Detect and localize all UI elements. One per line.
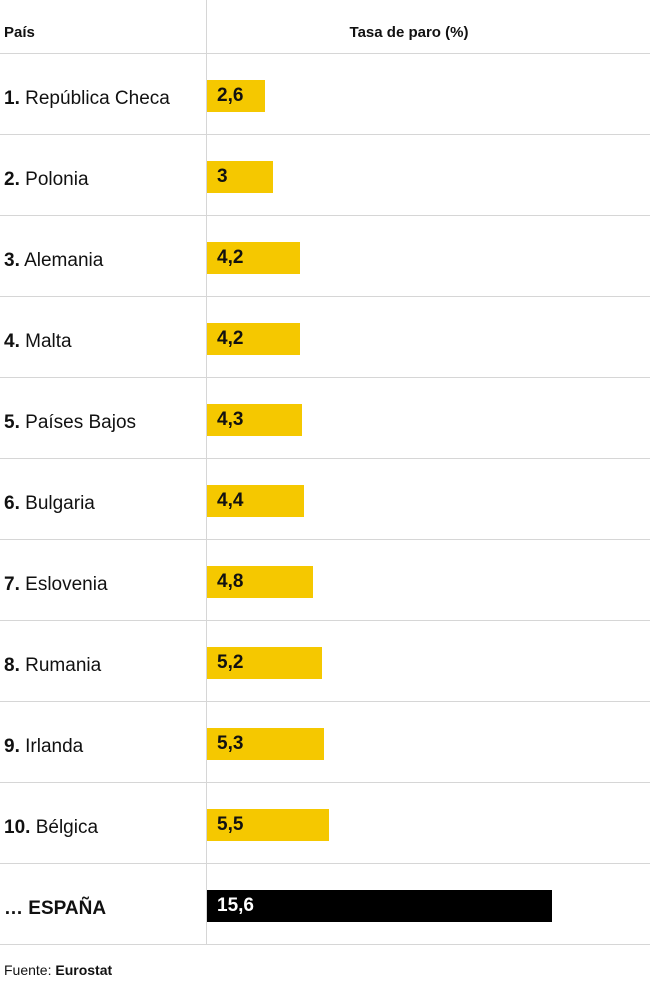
country-label: 6. Bulgaria	[4, 493, 95, 515]
unemployment-table: País Tasa de paro (%) 1. República Checa…	[0, 0, 650, 945]
country-label: 8. Rumania	[4, 655, 101, 677]
table-row: 8. Rumania 5,2	[0, 621, 650, 702]
rate-column-header: Tasa de paro (%)	[349, 24, 469, 41]
value-label: 4,2	[217, 247, 244, 268]
value-label: 4,2	[217, 328, 244, 349]
country-label: 2. Polonia	[4, 169, 89, 191]
table-header: País Tasa de paro (%)	[0, 0, 650, 54]
country-label: … ESPAÑA	[4, 898, 106, 920]
country-name: Irlanda	[25, 736, 84, 757]
value-label: 2,6	[217, 85, 244, 106]
table-row: 5. Países Bajos 4,3	[0, 378, 650, 459]
value-label: 4,8	[217, 571, 244, 592]
country-name: Malta	[25, 331, 72, 352]
bar	[207, 566, 313, 598]
value-label: 4,3	[217, 409, 244, 430]
value-label: 5,5	[217, 814, 244, 835]
source-name: Eurostat	[55, 962, 113, 978]
country-name: Bélgica	[35, 817, 99, 838]
rank-number: 4.	[4, 331, 20, 352]
table-row: 3. Alemania 4,2	[0, 216, 650, 297]
rank-number: 5.	[4, 412, 20, 433]
rank-number: 3.	[4, 250, 20, 271]
bar-highlight	[207, 890, 552, 922]
value-label: 15,6	[217, 895, 254, 916]
country-name: Polonia	[25, 169, 89, 190]
value-label: 5,2	[217, 652, 244, 673]
country-label: 4. Malta	[4, 331, 72, 353]
bar	[207, 728, 324, 760]
value-label: 3	[217, 166, 228, 187]
country-name: Países Bajos	[25, 412, 137, 433]
country-label: 1. República Checa	[4, 88, 170, 110]
value-label: 5,3	[217, 733, 244, 754]
rank-number: 9.	[4, 736, 20, 757]
country-name: Bulgaria	[25, 493, 95, 514]
rank-number: 1.	[4, 88, 20, 109]
country-label: 10. Bélgica	[4, 817, 98, 839]
country-column-header: País	[4, 24, 35, 41]
rank-number: …	[4, 898, 23, 919]
country-name: Eslovenia	[25, 574, 108, 595]
table-row: 6. Bulgaria 4,4	[0, 459, 650, 540]
rank-number: 7.	[4, 574, 20, 595]
rank-number: 10.	[4, 817, 31, 838]
country-label: 3. Alemania	[4, 250, 103, 272]
value-label: 4,4	[217, 490, 244, 511]
column-divider	[206, 0, 207, 944]
country-label: 9. Irlanda	[4, 736, 83, 758]
rank-number: 6.	[4, 493, 20, 514]
rank-number: 2.	[4, 169, 20, 190]
table-row: 4. Malta 4,2	[0, 297, 650, 378]
country-label: 5. Países Bajos	[4, 412, 136, 434]
bar	[207, 161, 273, 193]
bar	[207, 80, 265, 112]
rank-number: 8.	[4, 655, 20, 676]
table-row: 2. Polonia 3	[0, 135, 650, 216]
bar	[207, 485, 304, 517]
country-label: 7. Eslovenia	[4, 574, 108, 596]
source-note: Fuente: Eurostat	[4, 962, 112, 978]
country-name: Alemania	[24, 250, 104, 271]
table-row: 7. Eslovenia 4,8	[0, 540, 650, 621]
bar	[207, 809, 329, 841]
table-row: … ESPAÑA 15,6	[0, 864, 650, 945]
bar	[207, 404, 302, 436]
table-row: 1. República Checa 2,6	[0, 54, 650, 135]
table-row: 9. Irlanda 5,3	[0, 702, 650, 783]
country-name: República Checa	[25, 88, 170, 109]
country-name: ESPAÑA	[28, 898, 107, 919]
bar	[207, 647, 322, 679]
bar	[207, 242, 300, 274]
bar	[207, 323, 300, 355]
source-prefix: Fuente:	[4, 962, 52, 978]
table-row: 10. Bélgica 5,5	[0, 783, 650, 864]
country-name: Rumania	[25, 655, 102, 676]
